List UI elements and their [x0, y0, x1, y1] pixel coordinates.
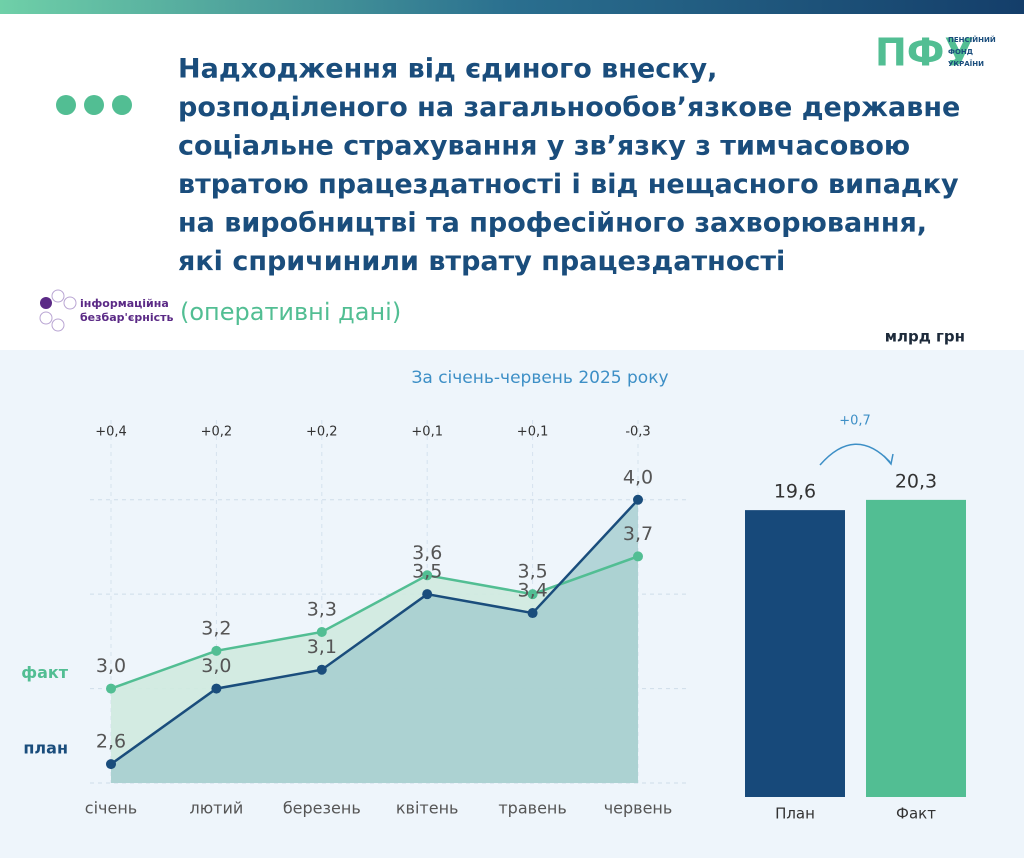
- difference-label: -0,3: [625, 425, 650, 440]
- value-label: 3,0: [201, 655, 231, 677]
- logo-name: ПЕНСІЙНИЙ: [948, 35, 996, 44]
- value-label: 3,2: [201, 617, 231, 639]
- title-line: які спричинили втрату працездатності: [178, 246, 785, 277]
- x-tick-label: Факт: [896, 805, 936, 823]
- line: [110, 498, 639, 766]
- subtitle: (оперативні дані): [180, 298, 401, 326]
- title-line: на виробництві та професійного захворюва…: [178, 208, 927, 239]
- title-line: втратою працездатності і від нещасного в…: [178, 169, 959, 200]
- badge-dot: [63, 296, 77, 310]
- difference-label: +0,2: [306, 425, 338, 440]
- dot: [56, 95, 76, 115]
- value-label: 19,6: [774, 481, 816, 503]
- x-tick-label: квітень: [396, 799, 459, 818]
- title-line: розподіленого на загальнообов’язкове дер…: [178, 92, 960, 123]
- badge-dot: [51, 289, 65, 303]
- value-label: 4,0: [623, 466, 653, 488]
- annotation: +0,7: [839, 414, 871, 429]
- period: За січень-червень 2025 року: [411, 368, 668, 388]
- value-label: 3,3: [307, 598, 337, 620]
- x-tick-label: січень: [85, 799, 137, 818]
- dot: [112, 95, 132, 115]
- difference-label: +0,1: [517, 425, 549, 440]
- value-label: 2,6: [96, 731, 126, 753]
- value-label: 3,0: [96, 655, 126, 677]
- dot: [84, 95, 104, 115]
- title-line: Надходження від єдиного внеску,: [178, 54, 717, 85]
- line: [110, 555, 639, 690]
- point: [527, 608, 538, 619]
- value-label: 3,5: [517, 561, 547, 583]
- title-line: соціальне страхування у зв’язку з тимчас…: [178, 131, 910, 162]
- value-label: 3,7: [623, 523, 653, 545]
- difference-label: +0,4: [95, 425, 127, 440]
- bar: [866, 499, 966, 797]
- value-label: 3,5: [412, 561, 442, 583]
- x-tick-label: План: [775, 805, 815, 823]
- logo-name: УКРАЇНИ: [948, 59, 984, 68]
- point: [106, 759, 116, 770]
- badge-dot: [39, 311, 53, 325]
- unit: млрд грн: [885, 328, 965, 346]
- point: [633, 494, 643, 505]
- value-label: 3,1: [307, 636, 337, 658]
- area: [111, 499, 638, 783]
- point: [316, 626, 327, 637]
- value-label: 3,6: [412, 542, 442, 564]
- x-tick-label: березень: [283, 799, 361, 818]
- badge-dot: [51, 318, 65, 332]
- point: [422, 589, 433, 600]
- x-tick-label: лютий: [189, 799, 243, 818]
- point: [316, 664, 327, 675]
- badge-text: інформаційна: [80, 297, 169, 310]
- difference-label: +0,1: [411, 425, 443, 440]
- badge: інформаційна безбар'єрність: [39, 289, 174, 332]
- x-tick-label: червень: [604, 799, 673, 818]
- point: [422, 570, 433, 581]
- arrow: [819, 443, 891, 466]
- arrow-head: [883, 453, 894, 466]
- legend-label: план: [23, 739, 68, 758]
- point: [211, 645, 222, 656]
- point: [106, 683, 116, 694]
- difference-label: +0,2: [201, 425, 233, 440]
- point: [633, 551, 643, 562]
- value-label: 20,3: [895, 470, 937, 492]
- bar: [745, 510, 845, 797]
- legend-label: факт: [21, 663, 69, 682]
- top-strip: [0, 0, 1024, 14]
- badge-text: безбар'єрність: [80, 311, 174, 324]
- x-tick-label: травень: [498, 799, 566, 818]
- point: [527, 589, 538, 600]
- logo-name: ФОНД: [948, 48, 973, 56]
- value-label: 3,4: [517, 580, 547, 602]
- logo-abbr: ПФУ: [875, 31, 974, 75]
- badge-dot: [40, 297, 52, 309]
- point: [211, 683, 222, 694]
